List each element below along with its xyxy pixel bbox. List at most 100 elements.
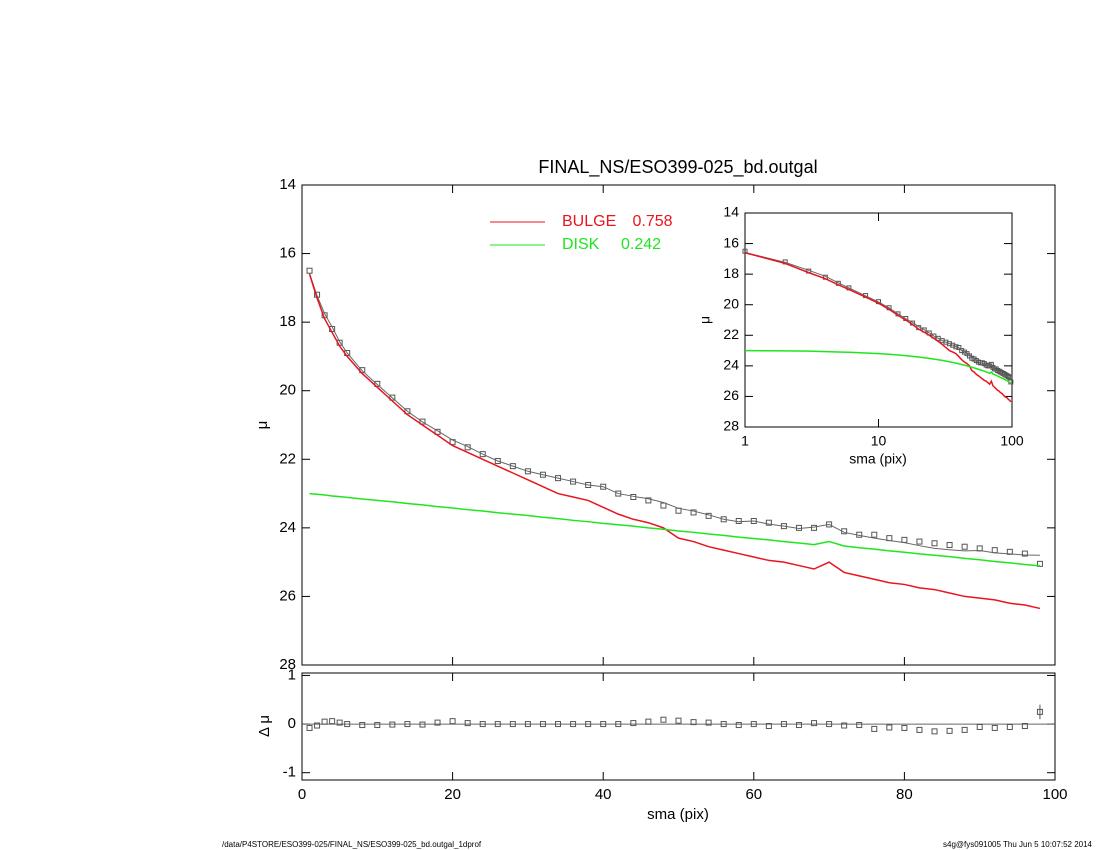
x-tick-label: 40: [595, 786, 612, 803]
residual-point: [359, 722, 366, 729]
data-point: [931, 540, 938, 547]
residual-point: [645, 718, 652, 725]
residual-point: [961, 726, 968, 733]
residual-point: [344, 721, 351, 728]
data-point: [509, 463, 516, 470]
residual-point: [916, 726, 923, 733]
residual-point: [750, 721, 757, 728]
data-point: [555, 475, 562, 482]
y-tick-label: 18: [723, 265, 739, 281]
y-tick-label: 20: [279, 382, 296, 399]
residual-point: [479, 721, 486, 728]
y-tick-label: 1: [288, 666, 296, 683]
y-tick-label: 22: [279, 450, 296, 467]
residual-point: [419, 721, 426, 728]
data-point: [1036, 560, 1043, 567]
residual-point: [826, 721, 833, 728]
legend-label: DISK: [562, 236, 600, 253]
y-tick-label: 26: [279, 587, 296, 604]
residual-point: [675, 717, 682, 724]
y-tick-label: 14: [723, 204, 739, 220]
y-tick-label: 26: [723, 387, 739, 403]
residual-point: [811, 720, 818, 727]
y-tick-label: 18: [279, 313, 296, 330]
residual-point: [841, 722, 848, 729]
residual-point: [765, 723, 772, 730]
residual-point: [494, 721, 501, 728]
data-point: [524, 468, 531, 475]
data-point: [765, 519, 772, 526]
residual-point: [871, 725, 878, 732]
residual-point: [464, 720, 471, 727]
data-point: [871, 531, 878, 538]
residual-point: [329, 718, 336, 725]
residual-point: [1021, 723, 1028, 730]
inset-x-axis-label: sma (pix): [849, 451, 907, 467]
y-tick-label: 0: [288, 715, 296, 732]
y-tick-label: 28: [279, 656, 296, 673]
data-point: [570, 478, 577, 485]
data-point: [464, 444, 471, 451]
x-tick-label: 0: [298, 786, 306, 803]
inset-y-axis-label: μ: [697, 316, 713, 324]
residual-point: [600, 721, 607, 728]
residual-point: [856, 722, 863, 729]
residual-point: [306, 724, 313, 731]
inset-background: [745, 213, 1012, 427]
plot-frame: [301, 672, 1056, 781]
residual-point: [735, 722, 742, 729]
data-point: [961, 543, 968, 550]
residual-point: [720, 721, 727, 728]
series-line: [744, 251, 1011, 379]
data-point: [946, 542, 953, 548]
residual-point: [404, 721, 411, 728]
x-tick-label: 100: [1042, 786, 1067, 803]
residual-point: [690, 719, 697, 726]
series-line: [309, 492, 1041, 567]
footer-left: /data/P4STORE/ESO399-025/FINAL_NS/ESO399…: [222, 840, 482, 849]
residual-point: [1006, 723, 1013, 730]
residual-y-axis-label: Δ μ: [256, 715, 273, 737]
data-point: [494, 458, 501, 464]
data-point: [645, 497, 652, 504]
residual-point: [449, 718, 456, 725]
series-line: [744, 252, 1012, 403]
y-tick-label: 14: [279, 176, 296, 193]
x-axis-label: sma (pix): [647, 806, 709, 823]
residual-point: [901, 724, 908, 731]
residual-point: [630, 720, 637, 727]
data-point: [916, 538, 923, 545]
legend-value: 0.242: [621, 236, 661, 253]
data-point: [419, 418, 426, 425]
series-line: [744, 349, 1012, 384]
x-tick-label: 80: [896, 786, 913, 803]
plot-frame: [301, 184, 1056, 666]
x-tick-label: 1: [741, 433, 749, 449]
data-point: [306, 267, 313, 274]
data-point: [660, 502, 667, 509]
y-tick-label: 28: [723, 418, 739, 434]
data-point: [991, 547, 998, 554]
data-point: [479, 451, 486, 458]
x-tick-label: 100: [1000, 433, 1024, 449]
series-line: [308, 273, 1041, 610]
residual-point: [434, 719, 441, 726]
data-point: [811, 524, 818, 531]
residual-point: [976, 723, 983, 730]
residual-point: [374, 722, 381, 729]
y-tick-label: 16: [723, 234, 739, 250]
residual-point: [509, 721, 516, 728]
residual-point: [585, 721, 592, 728]
residual-point: [946, 727, 953, 734]
y-tick-label: 24: [279, 519, 296, 536]
residual-point: [539, 721, 546, 728]
residual-point: [991, 724, 998, 731]
y-axis-label: μ: [254, 421, 271, 430]
residual-point: [886, 724, 893, 731]
x-tick-label: 20: [444, 786, 461, 803]
chart-title: FINAL_NS/ESO399-025_bd.outgal: [538, 157, 817, 178]
data-point: [1021, 550, 1028, 557]
y-tick-label: 16: [279, 245, 296, 262]
residual-point: [321, 718, 328, 725]
